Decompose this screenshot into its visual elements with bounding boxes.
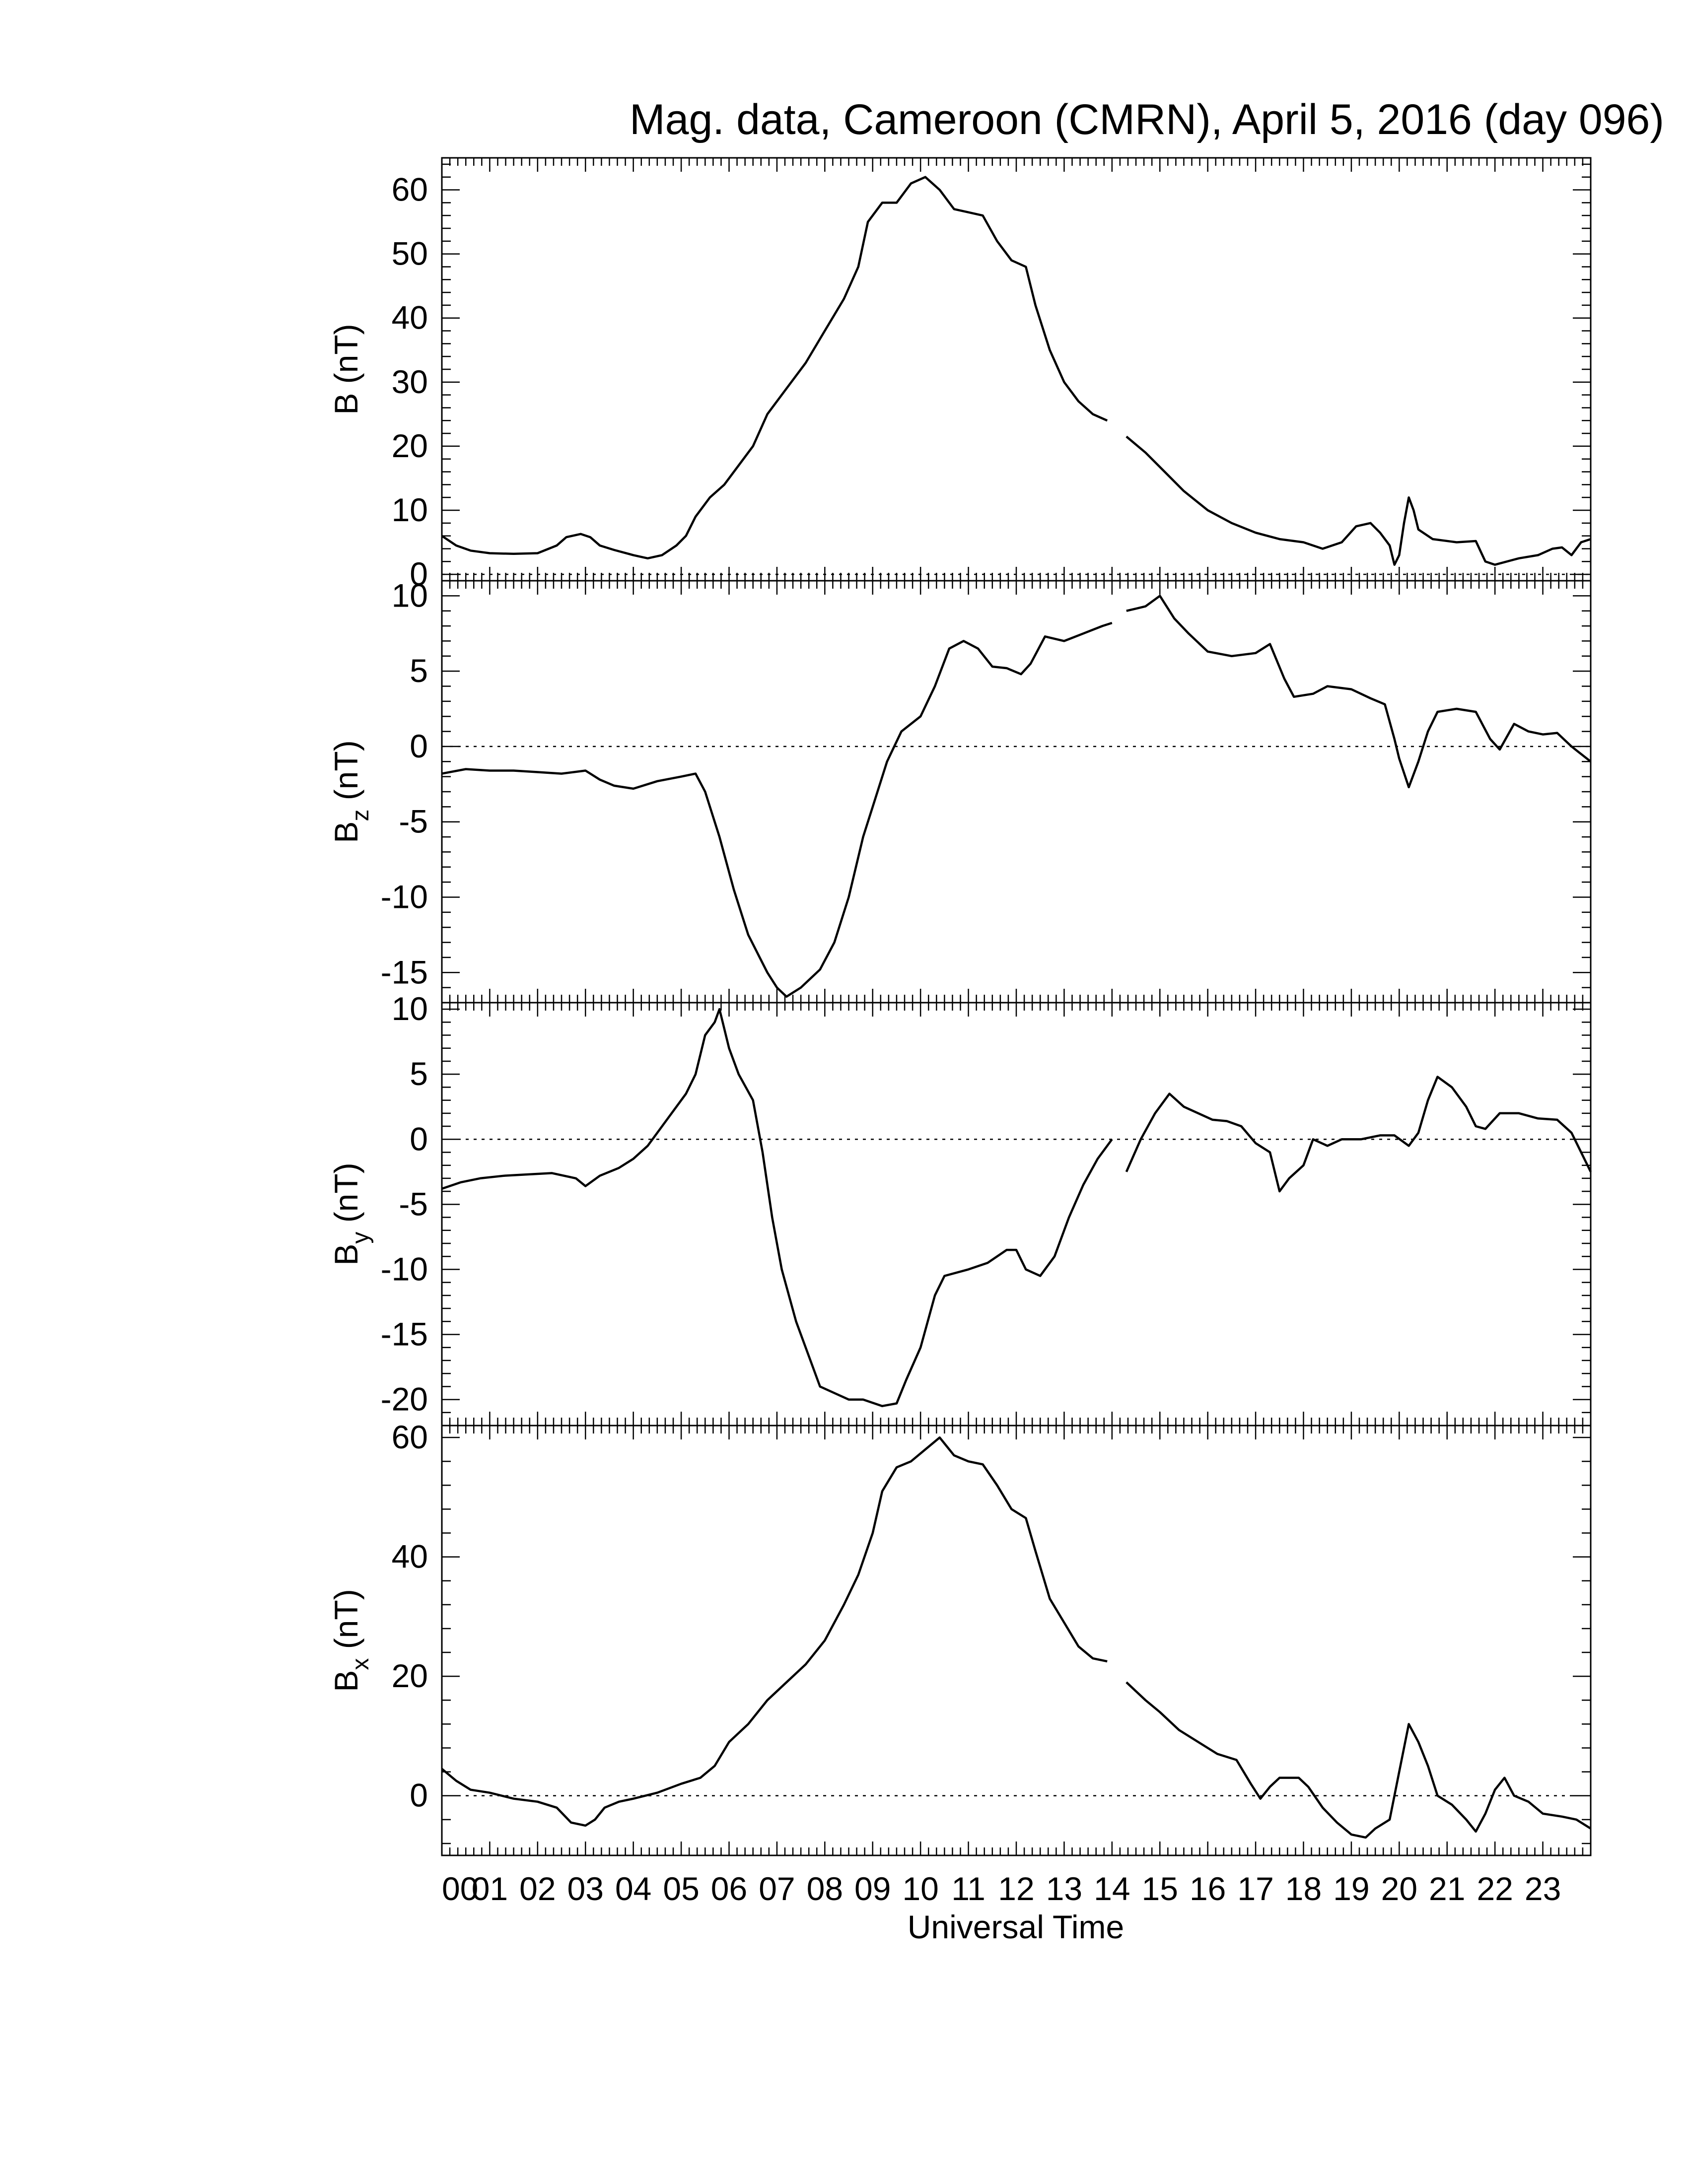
y-tick-label: -15 xyxy=(381,1315,428,1352)
series-line-segment xyxy=(1125,1076,1592,1193)
y-tick-label: 0 xyxy=(410,1777,428,1814)
y-tick-label: 20 xyxy=(392,427,428,464)
x-tick-label: 06 xyxy=(711,1870,747,1907)
panel-2: 10 5 0 -5 -10 -15 -20 By (nT) xyxy=(328,990,1592,1427)
series-line-segment xyxy=(441,1008,1113,1407)
y-axis-label: Bx (nT) xyxy=(328,1589,374,1692)
y-tick-label: 10 xyxy=(392,577,428,614)
x-tick-label: 22 xyxy=(1477,1870,1513,1907)
x-tick-label: 08 xyxy=(807,1870,843,1907)
series-line-segment xyxy=(441,176,1108,560)
x-tick-label: 03 xyxy=(567,1870,604,1907)
y-tick-label: -15 xyxy=(381,954,428,990)
panel-frame xyxy=(441,157,1592,582)
x-tick-label: 21 xyxy=(1429,1870,1465,1907)
y-tick-label: -5 xyxy=(399,1185,428,1222)
y-axis-label: B (nT) xyxy=(328,324,364,414)
x-tick-label: 12 xyxy=(998,1870,1034,1907)
y-tick-label: -20 xyxy=(381,1381,428,1418)
y-tick-label: 10 xyxy=(392,990,428,1027)
y-tick-label: 5 xyxy=(410,1055,428,1092)
y-tick-label: 60 xyxy=(392,171,428,208)
y-axis-label: Bz (nT) xyxy=(328,740,374,843)
y-tick-label: 0 xyxy=(410,1120,428,1157)
panel-frame xyxy=(441,1425,1592,1856)
series-line-segment xyxy=(1125,1681,1592,1839)
x-tick-label: 07 xyxy=(759,1870,795,1907)
x-tick-label: 13 xyxy=(1046,1870,1082,1907)
y-tick-label: 20 xyxy=(392,1657,428,1694)
x-tick-label: 11 xyxy=(951,1870,985,1907)
y-tick-label: 10 xyxy=(392,491,428,528)
panel-frame xyxy=(441,1002,1592,1427)
x-tick-label: 19 xyxy=(1333,1870,1369,1907)
x-tick-label: 04 xyxy=(615,1870,651,1907)
panel-1: 10 5 0 -5 -10 -15 Bz (nT) xyxy=(328,577,1592,1004)
y-tick-label: 40 xyxy=(392,1538,428,1575)
y-tick-label: -5 xyxy=(399,803,428,840)
x-tick-label: 00 xyxy=(442,1870,478,1907)
y-tick-label: 50 xyxy=(392,235,428,272)
y-tick-label: 40 xyxy=(392,299,428,336)
panel-frame xyxy=(441,580,1592,1004)
panel-3: 0 20 40 60 Bx (nT) xyxy=(328,1419,1592,1856)
x-tick-label: 10 xyxy=(902,1870,938,1907)
x-tick-label: 09 xyxy=(854,1870,891,1907)
x-tick-label: 16 xyxy=(1190,1870,1226,1907)
series-line-segment xyxy=(1125,435,1591,566)
x-tick-label: 20 xyxy=(1381,1870,1417,1907)
chart-title: Mag. data, Cameroon (CMRN), April 5, 201… xyxy=(630,96,1664,143)
x-tick-label: 18 xyxy=(1285,1870,1322,1907)
y-axis-label: By (nT) xyxy=(328,1162,374,1265)
y-tick-label: 60 xyxy=(392,1419,428,1455)
y-tick-label: 0 xyxy=(410,728,428,764)
x-axis-label: Universal Time xyxy=(908,1909,1124,1945)
x-tick-label: 05 xyxy=(663,1870,699,1907)
x-tick-label: 14 xyxy=(1094,1870,1130,1907)
y-tick-label: 5 xyxy=(410,652,428,689)
series-line-segment xyxy=(1126,595,1592,789)
y-tick-label: 30 xyxy=(392,363,428,400)
x-tick-label: 01 xyxy=(472,1870,508,1907)
x-tick-label: 17 xyxy=(1237,1870,1273,1907)
y-tick-label: 0 xyxy=(410,555,428,592)
y-tick-label: -10 xyxy=(381,879,428,915)
y-tick-label: -10 xyxy=(381,1250,428,1287)
x-tick-label: 02 xyxy=(519,1870,556,1907)
series-line-segment xyxy=(441,621,1113,998)
x-tick-label: 15 xyxy=(1142,1870,1178,1907)
x-tick-label: 23 xyxy=(1525,1870,1561,1907)
series-line-segment xyxy=(441,1436,1108,1827)
panel-0: 0 10 20 30 40 50 60 B (nT) xyxy=(328,157,1592,592)
